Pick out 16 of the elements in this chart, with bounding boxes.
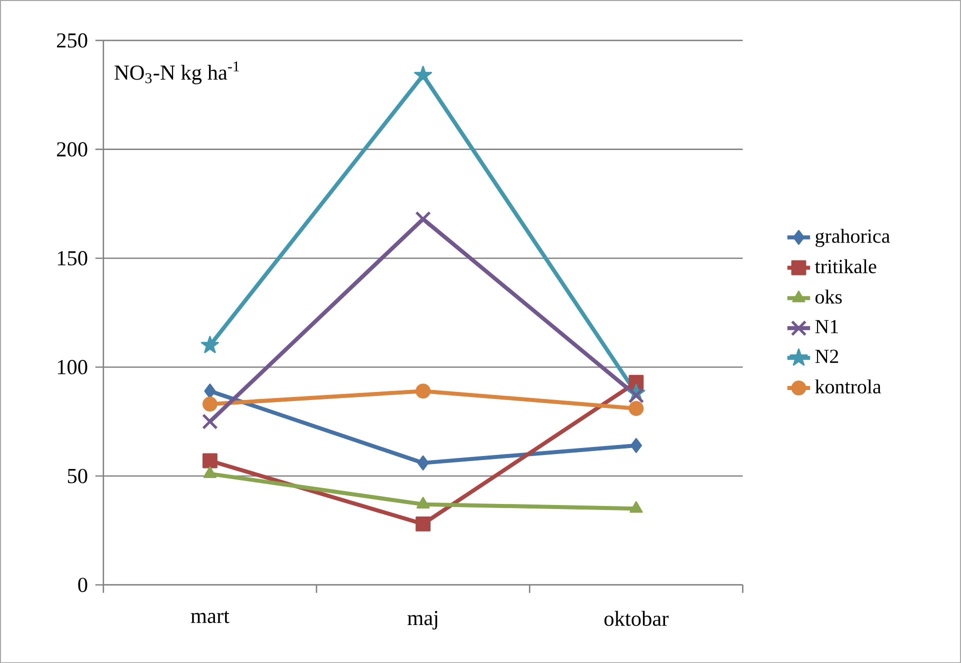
y-tick-label: 0	[78, 578, 88, 592]
legend-label: kontrola	[815, 379, 882, 394]
y-tick-label: 100	[58, 360, 88, 374]
x-tick-label: mart	[190, 610, 230, 623]
y-tick-label: 200	[57, 142, 88, 156]
legend-label: tritikale	[814, 259, 876, 274]
legend-label: N1	[815, 320, 838, 334]
y-axis-title: NO$_{3}$-N kg ha$^{-1}$	[114, 61, 239, 84]
x-tick-label: oktobar	[604, 610, 669, 626]
y-tick-label: 150	[58, 250, 88, 266]
y-tick-label: 250	[57, 33, 88, 48]
legend-label: N2	[815, 350, 838, 363]
x-tick-label: maj	[408, 610, 438, 630]
legend-label: grahorica	[816, 228, 890, 247]
legend-label: oks	[816, 289, 842, 304]
y-tick-label: 50	[68, 468, 88, 484]
